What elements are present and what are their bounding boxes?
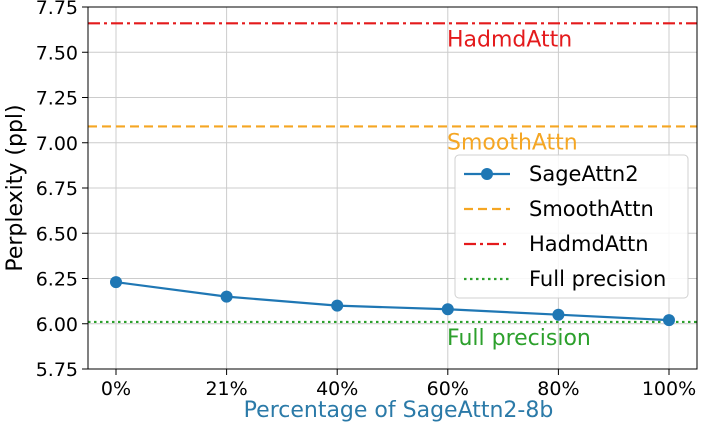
reference-annotation: Full precision bbox=[447, 326, 591, 351]
x-axis-label: Percentage of SageAttn2-8b bbox=[244, 398, 554, 423]
reference-annotation: HadmdAttn bbox=[447, 27, 572, 52]
legend-marker bbox=[481, 168, 493, 180]
series-lines bbox=[110, 276, 675, 327]
x-tick-label: 60% bbox=[427, 378, 469, 400]
data-point bbox=[663, 314, 675, 327]
y-tick-label: 7.75 bbox=[36, 0, 78, 19]
plot-frame bbox=[87, 6, 698, 370]
x-tick-label: 100% bbox=[642, 378, 696, 400]
x-tick-label: 80% bbox=[537, 378, 579, 400]
y-tick-label: 6.25 bbox=[36, 269, 78, 291]
data-point bbox=[110, 276, 122, 289]
reference-annotation: SmoothAttn bbox=[447, 130, 578, 155]
y-tick-label: 5.75 bbox=[36, 359, 78, 381]
reference-lines bbox=[88, 22, 697, 324]
x-tick-label: 0% bbox=[101, 378, 131, 400]
y-tick-label: 7.25 bbox=[36, 88, 78, 110]
legend-label: Full precision bbox=[529, 267, 666, 291]
legend: SageAttn2 SmoothAttn HadmdAttn Full precisi… bbox=[454, 154, 689, 299]
x-axis-ticks: 0% 21% 40% 60% 80% 100% bbox=[101, 369, 696, 400]
data-point bbox=[552, 308, 565, 321]
data-point bbox=[220, 290, 233, 303]
x-tick-label: 21% bbox=[205, 378, 247, 400]
legend-box bbox=[454, 154, 689, 299]
y-axis-ticks: 5.75 6.00 6.25 6.50 6.75 7.00 7.25 7.50 7.75 bbox=[36, 0, 88, 381]
x-tick-label: 40% bbox=[316, 378, 358, 400]
reference-annotations: SmoothAttn HadmdAttn Full precision bbox=[447, 27, 591, 351]
y-tick-label: 6.00 bbox=[36, 314, 78, 336]
legend-label: HadmdAttn bbox=[529, 232, 649, 256]
y-tick-label: 7.50 bbox=[36, 42, 78, 64]
legend-label: SageAttn2 bbox=[529, 162, 639, 186]
data-point bbox=[441, 303, 454, 316]
legend-label: SmoothAttn bbox=[529, 197, 654, 221]
y-axis-label: Perplexity (ppl) bbox=[3, 104, 28, 271]
y-tick-label: 6.75 bbox=[36, 178, 78, 200]
y-tick-label: 6.50 bbox=[36, 223, 78, 245]
series-line bbox=[115, 281, 670, 322]
y-tick-label: 7.00 bbox=[36, 133, 78, 155]
data-point bbox=[331, 299, 344, 312]
